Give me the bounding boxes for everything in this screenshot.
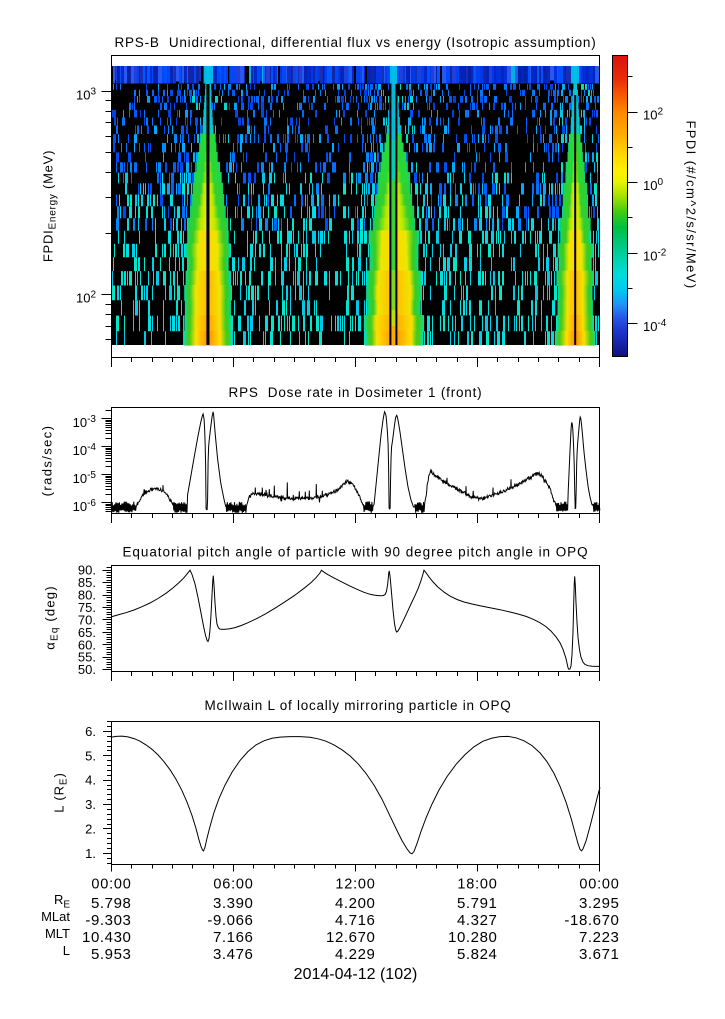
svg-text:18:00: 18:00: [457, 877, 497, 893]
svg-text:00:00: 00:00: [91, 877, 131, 893]
svg-text:10.430: 10.430: [82, 929, 131, 946]
svg-text:06:00: 06:00: [213, 877, 253, 893]
svg-text:55.: 55.: [78, 650, 96, 665]
svg-text:4.: 4.: [85, 773, 96, 788]
svg-text:-9.303: -9.303: [85, 912, 131, 929]
svg-text:1.: 1.: [85, 846, 96, 861]
svg-text:2014-04-12 (102): 2014-04-12 (102): [294, 966, 418, 983]
svg-text:50.: 50.: [78, 662, 96, 677]
svg-text:12.670: 12.670: [326, 929, 375, 946]
svg-text:McIlwain L of locally mirrorin: McIlwain L of locally mirroring particle…: [204, 698, 511, 713]
svg-text:85.: 85.: [78, 575, 96, 590]
svg-text:RPS Dose rate in Dosimeter 1: RPS Dose rate in Dosimeter 1 (front): [229, 385, 483, 400]
svg-text:FPDI (#/cm^2/s/sr/MeV): FPDI (#/cm^2/s/sr/MeV): [684, 120, 699, 289]
svg-text:80.: 80.: [78, 588, 96, 603]
svg-text:5.791: 5.791: [457, 895, 498, 912]
svg-text:3.: 3.: [85, 797, 96, 812]
svg-text:MLat: MLat: [41, 909, 70, 924]
svg-text:FPDIEnergy (MeV): FPDIEnergy (MeV): [41, 150, 59, 262]
svg-text:(rads/sec): (rads/sec): [40, 425, 55, 497]
svg-text:6.: 6.: [85, 724, 96, 739]
svg-text:12:00: 12:00: [335, 877, 375, 893]
svg-text:75.: 75.: [78, 600, 96, 615]
svg-text:5.: 5.: [85, 748, 96, 763]
svg-text:90.: 90.: [78, 563, 96, 578]
svg-text:10.280: 10.280: [448, 929, 497, 946]
svg-text:4.229: 4.229: [335, 946, 376, 963]
svg-text:7.166: 7.166: [213, 929, 254, 946]
svg-text:4.716: 4.716: [335, 912, 376, 929]
svg-text:5.798: 5.798: [91, 895, 132, 912]
svg-text:3.476: 3.476: [213, 946, 254, 963]
svg-text:65.: 65.: [78, 625, 96, 640]
svg-text:60.: 60.: [78, 637, 96, 652]
svg-text:3.295: 3.295: [579, 895, 620, 912]
svg-text:RPS-B Unidirectional, differe: RPS-B Unidirectional, differential flux …: [114, 35, 596, 50]
svg-text:4.200: 4.200: [335, 895, 376, 912]
svg-text:5.824: 5.824: [457, 946, 498, 963]
svg-text:Equatorial pitch angle of part: Equatorial pitch angle of particle with …: [122, 545, 588, 560]
svg-text:-18.670: -18.670: [564, 912, 619, 929]
svg-text:7.223: 7.223: [579, 929, 620, 946]
svg-text:MLT: MLT: [45, 926, 70, 941]
svg-text:3.671: 3.671: [579, 946, 620, 963]
svg-text:3.390: 3.390: [213, 895, 254, 912]
svg-text:5.953: 5.953: [91, 946, 132, 963]
svg-text:-9.066: -9.066: [207, 912, 253, 929]
svg-text:2.: 2.: [85, 821, 96, 836]
svg-text:70.: 70.: [78, 612, 96, 627]
svg-text:4.327: 4.327: [457, 912, 498, 929]
svg-text:L: L: [63, 943, 70, 958]
svg-text:00:00: 00:00: [579, 877, 619, 893]
